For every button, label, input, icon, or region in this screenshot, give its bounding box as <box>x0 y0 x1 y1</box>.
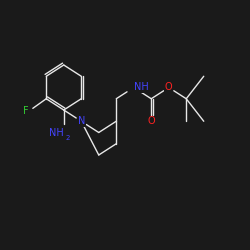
Text: N: N <box>78 116 85 126</box>
Text: 2: 2 <box>66 136 70 141</box>
Text: O: O <box>165 82 172 92</box>
Text: F: F <box>23 106 29 116</box>
Text: NH: NH <box>134 82 148 92</box>
Text: NH: NH <box>49 128 64 138</box>
Text: O: O <box>148 116 155 126</box>
